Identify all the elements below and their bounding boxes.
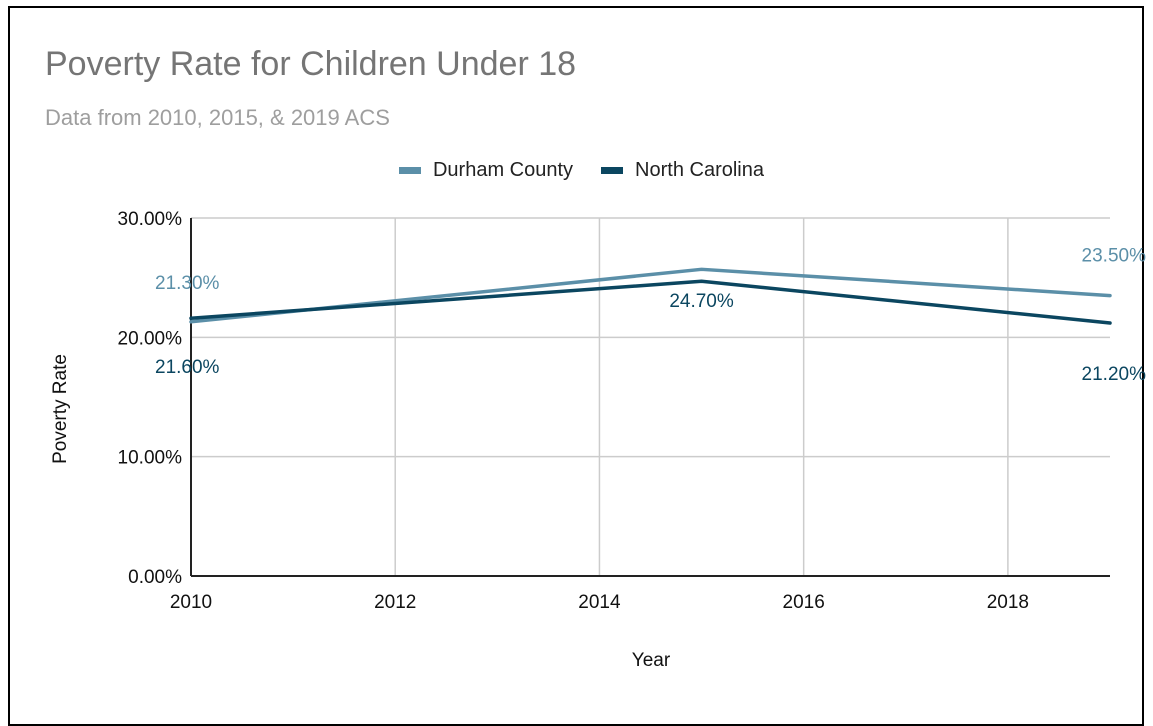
chart-legend: Durham County North Carolina xyxy=(0,156,1153,184)
data-label: 23.50% xyxy=(1082,246,1147,267)
y-tick-label: 0.00% xyxy=(128,567,182,588)
x-tick-label: 2016 xyxy=(783,592,825,613)
chart-lines xyxy=(189,267,1112,325)
chart-frame xyxy=(8,6,1144,726)
legend-label-north-carolina: North Carolina xyxy=(635,158,764,181)
series-line-durham-county xyxy=(189,267,1112,324)
x-tick-label: 2014 xyxy=(578,592,621,613)
data-label: 21.60% xyxy=(155,357,220,378)
series-line-north-carolina xyxy=(189,279,1112,325)
chart-data-labels: 21.30% 23.50% 21.60% 24.70% 21.20% xyxy=(155,246,1146,385)
legend-label-durham-county: Durham County xyxy=(432,158,574,181)
x-tick-label: 2010 xyxy=(170,592,212,613)
chart-title: Poverty Rate for Children Under 18 xyxy=(45,45,577,83)
line-chart: 0.00% 10.00% 20.00% 30.00% 2010 2012 2014 2016 2… xyxy=(50,209,1146,671)
y-axis-label: Poverty Rate xyxy=(50,354,71,464)
x-axis-label: Year xyxy=(632,650,671,671)
legend-swatch-north-carolina xyxy=(601,166,624,174)
y-tick-label: 10.00% xyxy=(118,448,183,469)
chart-grid xyxy=(191,217,1110,576)
x-tick-label: 2012 xyxy=(374,592,416,613)
x-tick-label: 2018 xyxy=(987,592,1029,613)
data-label: 24.70% xyxy=(669,291,734,312)
chart-axes: 0.00% 10.00% 20.00% 30.00% 2010 2012 2014 2016 2… xyxy=(118,209,1110,613)
data-label: 21.30% xyxy=(155,273,220,294)
legend-item-durham-county: Durham County xyxy=(398,158,574,182)
y-tick-label: 30.00% xyxy=(118,209,183,230)
y-tick-label: 20.00% xyxy=(118,328,183,349)
legend-swatch-durham-county xyxy=(398,166,421,174)
legend-item-north-carolina: North Carolina xyxy=(601,159,764,182)
chart-subtitle: Data from 2010, 2015, & 2019 ACS xyxy=(45,105,390,130)
data-label: 21.20% xyxy=(1082,364,1147,385)
